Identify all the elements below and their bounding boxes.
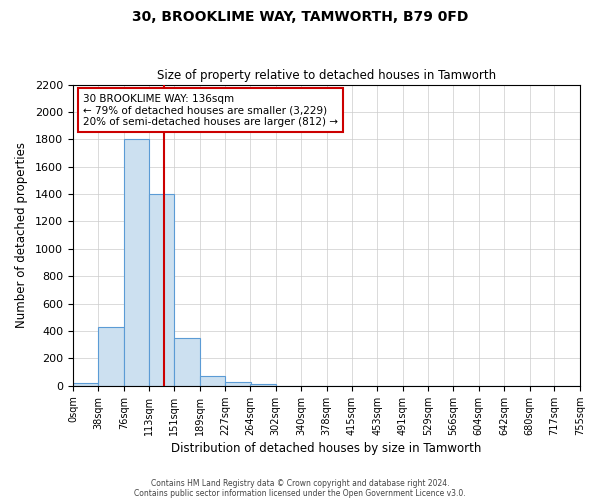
Bar — [149, 194, 175, 386]
Bar — [98, 327, 124, 386]
Text: 30, BROOKLIME WAY, TAMWORTH, B79 0FD: 30, BROOKLIME WAY, TAMWORTH, B79 0FD — [132, 10, 468, 24]
Bar — [73, 383, 98, 386]
Bar — [200, 376, 226, 386]
X-axis label: Distribution of detached houses by size in Tamworth: Distribution of detached houses by size … — [171, 442, 482, 455]
Text: 30 BROOKLIME WAY: 136sqm
← 79% of detached houses are smaller (3,229)
20% of sem: 30 BROOKLIME WAY: 136sqm ← 79% of detach… — [83, 94, 338, 127]
Title: Size of property relative to detached houses in Tamworth: Size of property relative to detached ho… — [157, 69, 496, 82]
Text: Contains HM Land Registry data © Crown copyright and database right 2024.
Contai: Contains HM Land Registry data © Crown c… — [134, 479, 466, 498]
Bar — [175, 338, 200, 386]
Bar — [226, 382, 251, 386]
Bar — [124, 140, 149, 386]
Y-axis label: Number of detached properties: Number of detached properties — [15, 142, 28, 328]
Bar — [250, 384, 276, 386]
